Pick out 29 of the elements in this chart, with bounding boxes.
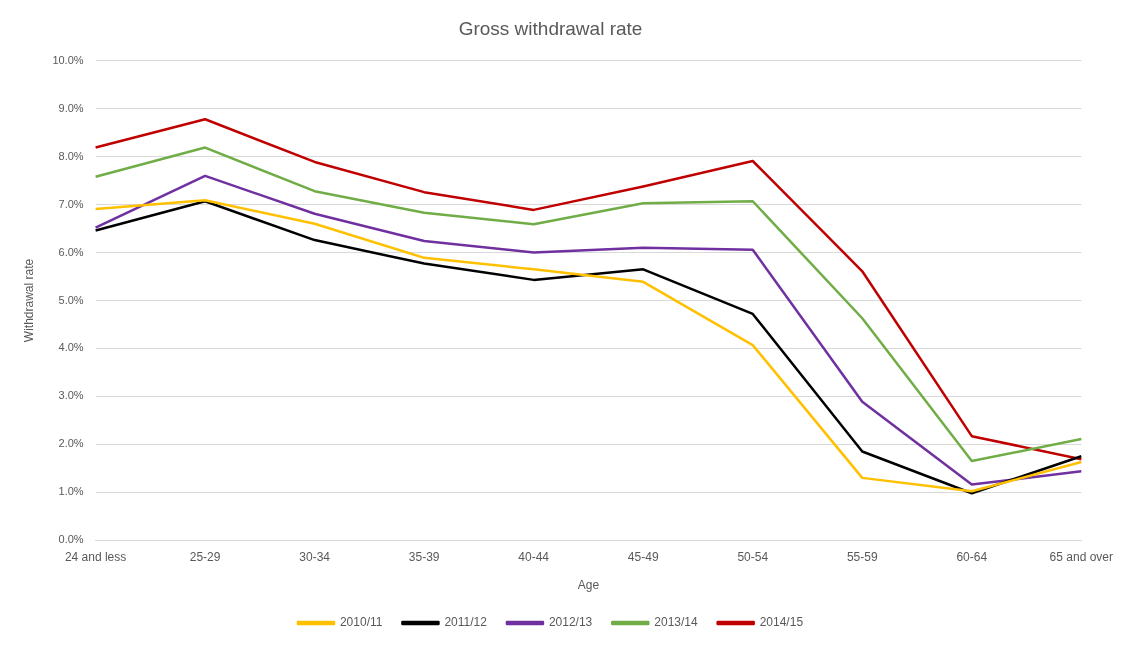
x-tick-label: 30-34 (299, 549, 331, 564)
chart-title: Gross withdrawal rate (458, 17, 643, 39)
y-tick-label: 4.0% (58, 341, 84, 354)
y-tick-label: 8.0% (58, 149, 84, 162)
y-tick-label: 2.0% (58, 437, 84, 450)
y-axis-title: Withdrawal rate (21, 258, 36, 343)
y-tick-label: 7.0% (58, 197, 84, 210)
x-tick-label: 45-49 (627, 549, 659, 564)
legend-label: 2012/13 (548, 615, 593, 630)
x-tick-label: 55-59 (846, 549, 878, 564)
x-tick-label: 50-54 (737, 549, 769, 564)
legend-label: 2013/14 (654, 615, 698, 630)
x-axis-title: Age (577, 578, 600, 593)
x-tick-label: 65 and over (1049, 549, 1113, 564)
y-tick-label: 0.0% (58, 533, 84, 546)
x-tick-label: 25-29 (189, 549, 221, 564)
y-tick-label: 1.0% (58, 485, 84, 498)
legend-label: 2010/11 (339, 615, 383, 630)
x-tick-label: 24 and less (64, 549, 127, 564)
y-tick-label: 9.0% (58, 101, 84, 114)
y-tick-label: 6.0% (58, 245, 84, 258)
legend-label: 2014/15 (759, 615, 804, 630)
y-tick-label: 5.0% (58, 293, 84, 306)
y-tick-label: 3.0% (58, 389, 84, 402)
y-tick-label: 10.0% (52, 53, 84, 66)
legend-label: 2011/12 (444, 615, 488, 630)
x-tick-label: 40-44 (518, 549, 550, 564)
x-tick-label: 35-39 (408, 549, 440, 564)
x-tick-label: 60-64 (956, 549, 988, 564)
